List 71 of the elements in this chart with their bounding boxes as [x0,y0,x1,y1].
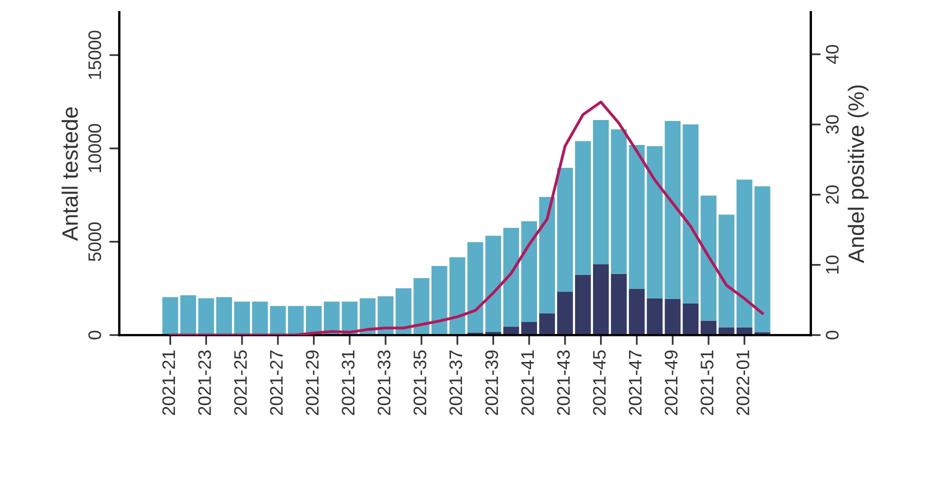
bar [700,196,716,321]
x-tick-label: 2022-01 [736,350,750,415]
y-tick-label: 5000 [88,222,102,262]
x-tick-label: 2021-29 [306,350,319,415]
bar [449,257,466,336]
x-tick-label: 2021-23 [198,350,211,415]
bar [557,292,573,336]
bar [718,214,734,328]
bar [432,266,448,336]
bar [628,145,645,289]
x-tick-label: 2021-45 [592,350,606,415]
bar [610,129,627,274]
bar [628,288,645,336]
bar [288,306,304,335]
x-tick-label: 2021-41 [521,350,534,415]
bar [503,228,520,327]
bar [270,306,286,335]
bar [378,296,394,334]
x-tick-label: 2021-35 [414,350,426,415]
bar [754,186,770,332]
bar [557,168,573,292]
bar [646,146,663,298]
bar [521,221,538,322]
x-tick-label: 2021-43 [557,350,570,415]
bar [575,274,591,336]
bar [682,303,699,336]
x-tick-label: 2021-49 [664,350,678,415]
bar [414,278,430,334]
bar [736,180,752,328]
bar [593,120,609,264]
bar [575,141,591,275]
bar [646,298,663,336]
bar [467,242,484,333]
line-series [168,100,764,336]
y2-tick-label: 10 [826,256,839,274]
bar [198,298,214,335]
x-tick-label: 2021-27 [270,350,283,415]
x-tick-label: 2021-37 [449,350,462,415]
y2-axis-title: Andel positive (%) [848,85,869,264]
bar [216,297,232,335]
bar [252,302,268,335]
y2-tick-label: 40 [826,44,839,64]
y2-tick-label: 30 [826,115,839,134]
bar [162,297,178,335]
y2-tick-label: 20 [826,185,839,204]
bar [682,124,699,304]
x-tick-label: 2021-47 [628,350,642,415]
bar [593,264,609,336]
bar [539,196,555,314]
x-tick-label: 2021-39 [485,350,498,415]
y2-tick-label: 0 [826,330,839,340]
bar [610,274,627,336]
bar [234,302,250,335]
bar [180,295,196,335]
bar [485,236,502,332]
bar [396,288,412,334]
y-tick-label: 0 [88,330,102,340]
bar [664,120,681,299]
x-tick-label: 2021-31 [342,350,355,415]
y-tick-label: 15000 [88,30,102,79]
y-tick-label: 10000 [88,124,102,172]
x-tick-label: 2021-25 [234,350,247,415]
bar [700,320,716,336]
bar [360,298,376,334]
bar [521,322,538,336]
bar [539,313,555,336]
y-axis-title: Antall testede [62,107,78,241]
bar [664,298,681,336]
x-tick-label: 2021-51 [700,350,714,415]
x-tick-label: 2021-33 [378,350,390,415]
x-tick-label: 2021-21 [162,350,176,415]
